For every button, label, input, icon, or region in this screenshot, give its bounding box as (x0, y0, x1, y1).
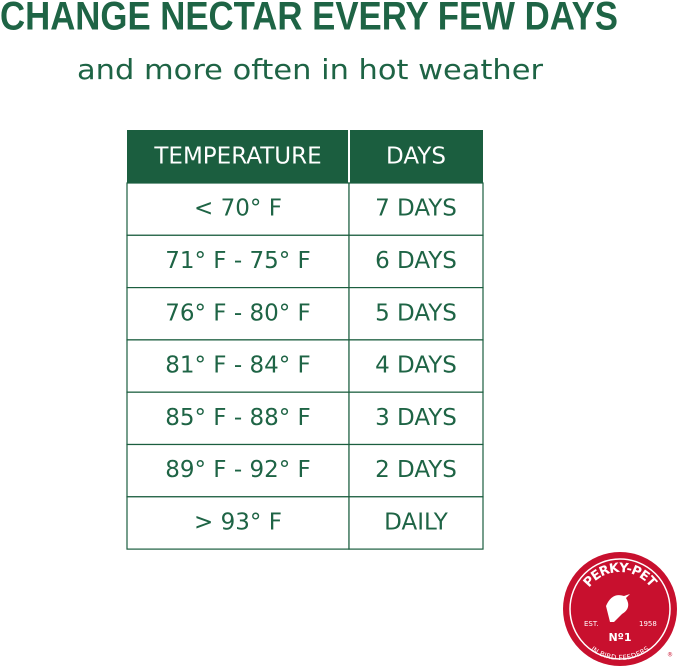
days: 7 DAYS (375, 196, 457, 222)
table-cell (348, 234, 484, 289)
days: 4 DAYS (375, 353, 457, 379)
logo-rank: Nº1 (608, 631, 631, 644)
table-cell (126, 287, 350, 341)
table-cell (348, 391, 484, 446)
table: TEMPERATURE DAYS < 70° F 7 DAYS 71° F - 75… (126, 130, 484, 550)
table-cell (126, 182, 350, 236)
temperature: > 93° F (194, 509, 282, 535)
logo-est: EST. (584, 620, 599, 628)
table-cell (126, 234, 350, 289)
logo: PERKY-PET EST. 1958 Nº1 IN BIRD FEEDERS … (563, 552, 677, 666)
subtitle: and more often in hot weather (77, 53, 544, 86)
temperature: 85° F - 88° F (165, 405, 311, 431)
temperature: 81° F - 84° F (165, 353, 311, 379)
column-header: TEMPERATURE (153, 144, 321, 170)
table-cell (348, 339, 484, 393)
table-cell (348, 287, 484, 341)
table-cell (348, 443, 484, 498)
logo-ring (569, 558, 671, 660)
logo-registered: ® (667, 652, 673, 659)
column-header: DAYS (386, 144, 446, 170)
temperature: 71° F - 75° F (165, 248, 311, 274)
temperature: < 70° F (194, 196, 282, 222)
temperature: 89° F - 92° F (165, 457, 311, 483)
table-cell (126, 391, 350, 446)
table-cell (126, 443, 350, 498)
days: 5 DAYS (375, 300, 457, 326)
days: DAILY (384, 509, 449, 535)
days: 3 DAYS (375, 405, 457, 431)
table-cell (348, 496, 484, 550)
table-header-bg (127, 130, 483, 183)
days: 6 DAYS (375, 248, 457, 274)
logo-bird (606, 594, 630, 622)
logo-year: 1958 (639, 620, 657, 628)
temperature: 76° F - 80° F (165, 300, 311, 326)
table-cell (126, 496, 350, 550)
title: CHANGE NECTAR EVERY FEW DAYS (0, 0, 618, 39)
days: 2 DAYS (375, 457, 457, 483)
